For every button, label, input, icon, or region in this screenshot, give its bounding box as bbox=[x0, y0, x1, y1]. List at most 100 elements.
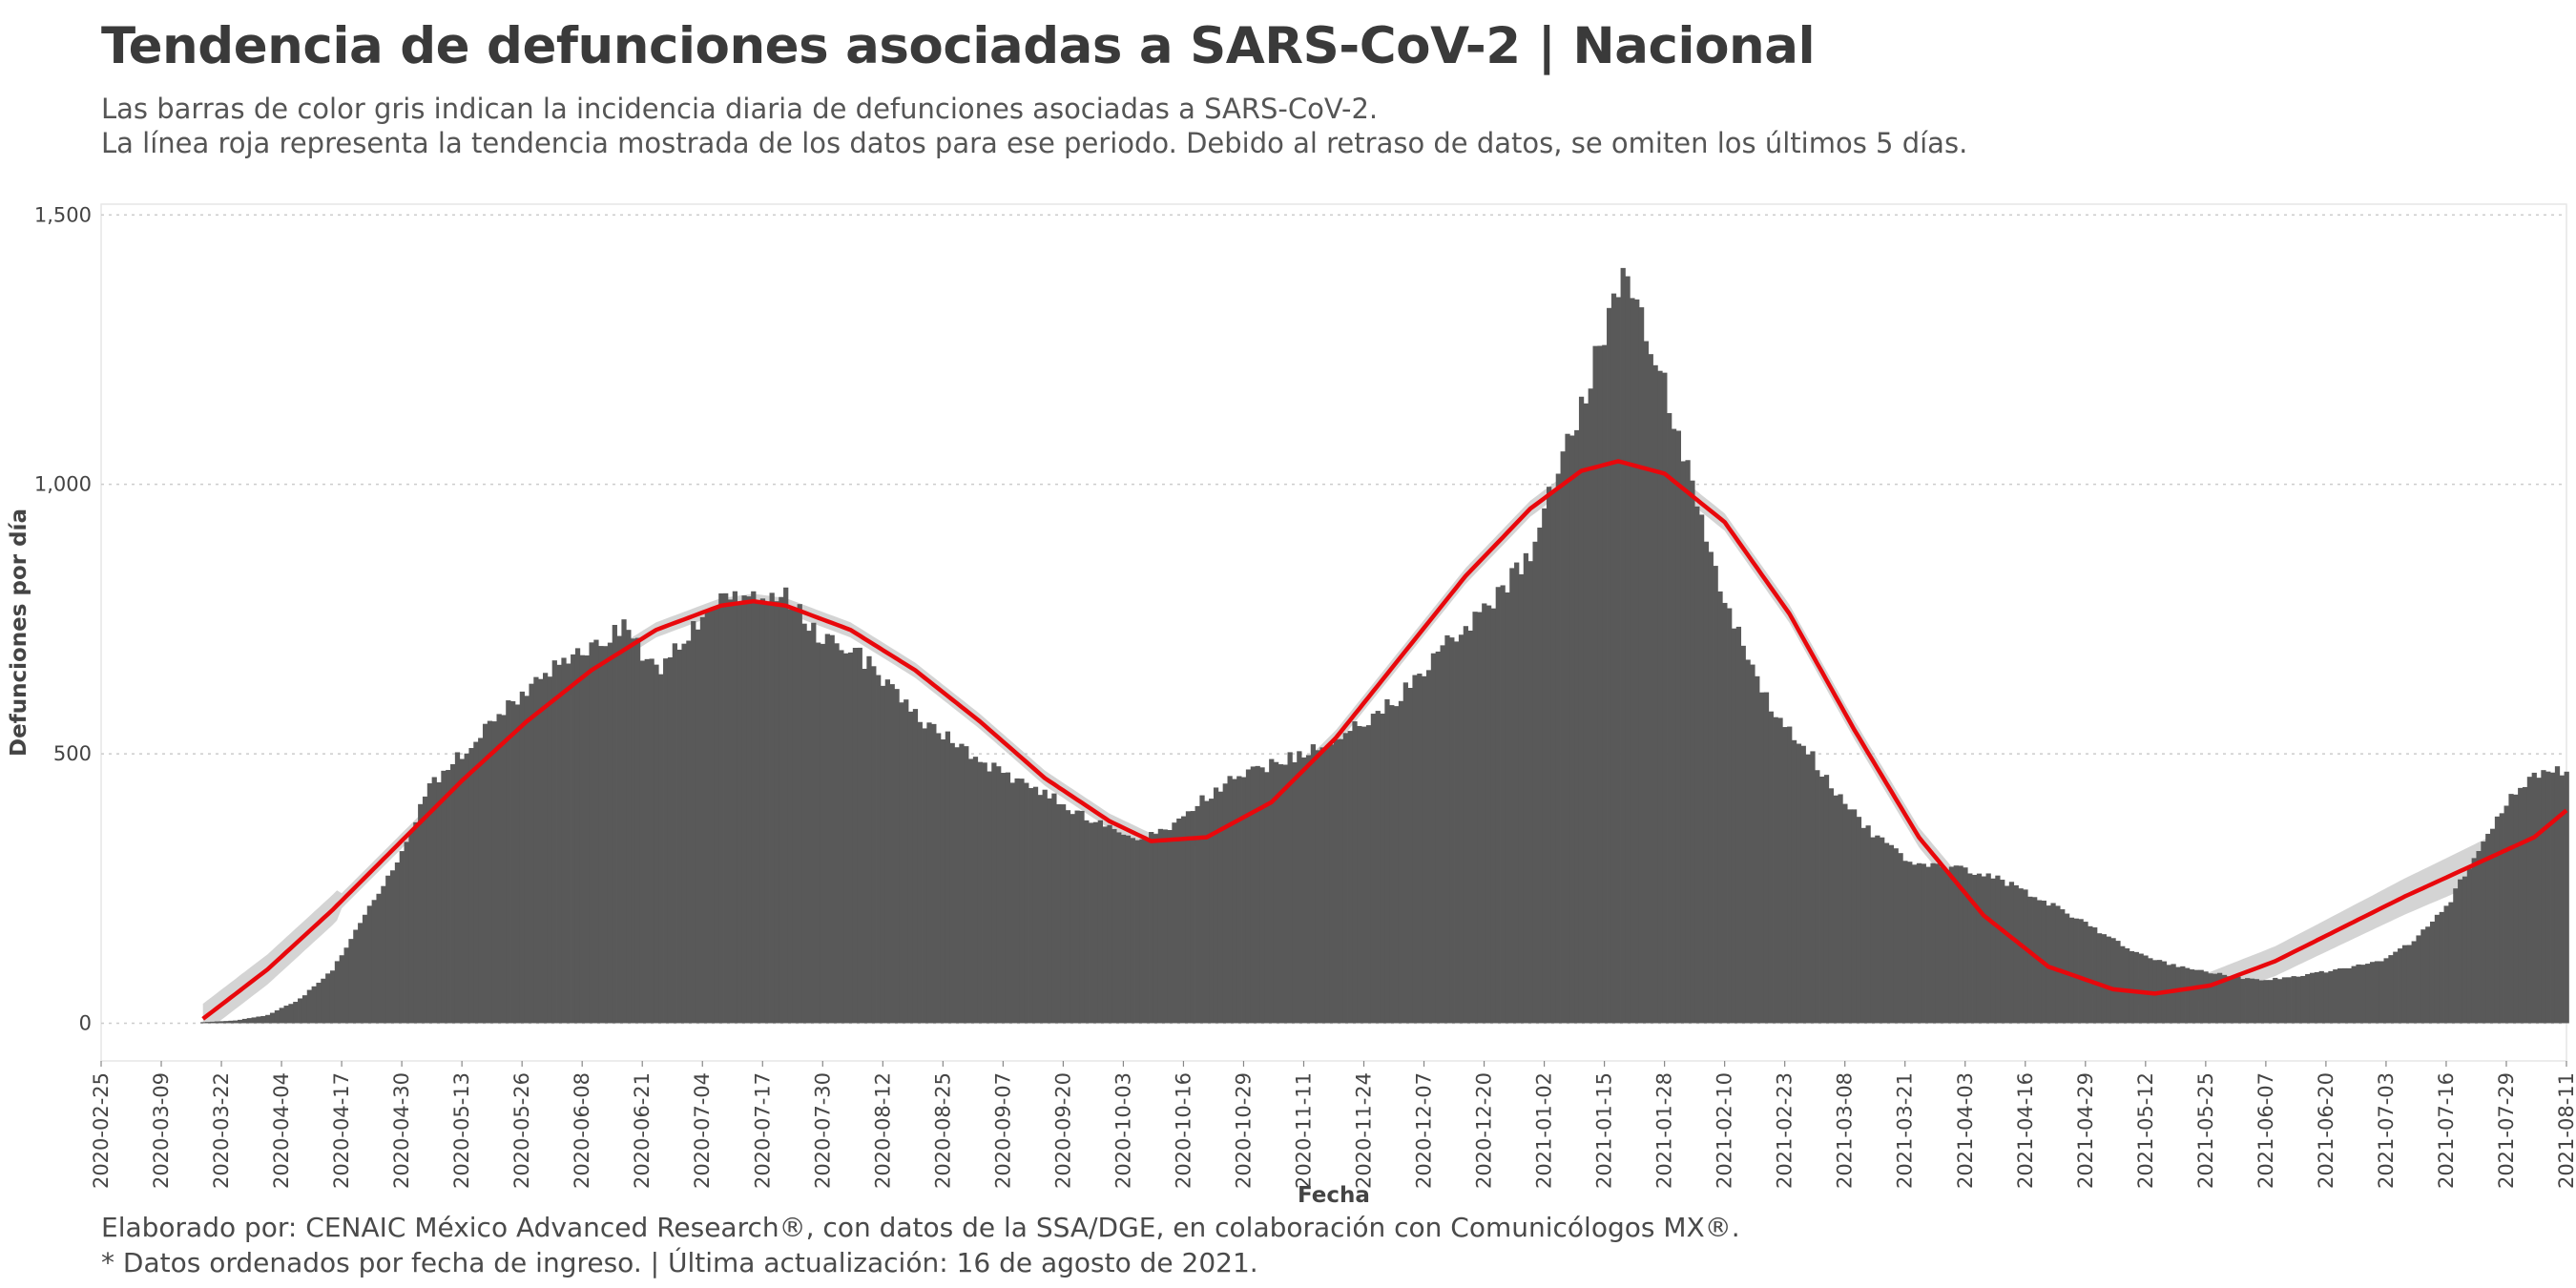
bar bbox=[1444, 634, 1450, 1024]
bar bbox=[2559, 775, 2565, 1024]
bar bbox=[945, 731, 951, 1024]
bar bbox=[293, 1002, 299, 1024]
bar bbox=[561, 657, 567, 1024]
bar bbox=[1550, 490, 1557, 1024]
bar bbox=[1435, 651, 1441, 1024]
bar bbox=[1602, 344, 1608, 1024]
bar bbox=[348, 939, 354, 1024]
bar bbox=[839, 650, 844, 1024]
bar bbox=[2490, 828, 2496, 1024]
bar bbox=[584, 654, 590, 1024]
bar bbox=[2032, 897, 2038, 1024]
bar bbox=[1301, 757, 1307, 1024]
bar bbox=[2254, 979, 2260, 1024]
bar bbox=[2309, 972, 2316, 1024]
bar bbox=[1542, 508, 1548, 1024]
bar bbox=[779, 596, 784, 1024]
bar bbox=[1518, 573, 1525, 1024]
bar bbox=[1389, 705, 1395, 1024]
bar bbox=[1727, 608, 1733, 1024]
bar bbox=[1690, 480, 1695, 1024]
bar bbox=[959, 743, 965, 1024]
bar bbox=[1735, 626, 1742, 1024]
bar bbox=[654, 664, 659, 1024]
bar bbox=[491, 721, 497, 1024]
bar bbox=[907, 711, 914, 1024]
bar bbox=[2365, 964, 2371, 1024]
bar bbox=[1422, 675, 1427, 1024]
bar bbox=[2466, 868, 2473, 1024]
bar bbox=[1417, 674, 1423, 1024]
bar bbox=[1583, 403, 1589, 1024]
bar bbox=[2333, 969, 2338, 1024]
bar bbox=[1662, 372, 1668, 1024]
bar bbox=[607, 642, 613, 1024]
bar bbox=[2420, 929, 2426, 1024]
bar bbox=[426, 783, 433, 1024]
bar bbox=[431, 777, 437, 1024]
bar bbox=[1329, 744, 1335, 1024]
bar bbox=[1745, 659, 1751, 1024]
bar bbox=[200, 1022, 206, 1024]
bar bbox=[820, 643, 826, 1024]
bar bbox=[1902, 861, 1908, 1024]
bar bbox=[2541, 770, 2546, 1024]
bar bbox=[2064, 913, 2070, 1024]
bar bbox=[1787, 726, 1793, 1024]
bar bbox=[533, 676, 539, 1024]
bar bbox=[816, 642, 821, 1024]
bar bbox=[1167, 829, 1173, 1024]
bar bbox=[2073, 918, 2079, 1024]
bar bbox=[1227, 776, 1233, 1024]
bar bbox=[218, 1021, 224, 1024]
bar bbox=[519, 691, 525, 1024]
x-tick-label: 2020-06-21 bbox=[631, 1072, 654, 1189]
bar bbox=[1485, 605, 1492, 1024]
bar bbox=[759, 598, 766, 1024]
bar bbox=[972, 757, 979, 1024]
bar bbox=[1625, 276, 1631, 1024]
bar bbox=[450, 764, 456, 1024]
bar bbox=[2235, 976, 2241, 1024]
bar bbox=[1943, 869, 1950, 1024]
x-axis-label: Fecha bbox=[1298, 1183, 1370, 1208]
bar bbox=[1134, 840, 1140, 1024]
bar bbox=[1287, 752, 1293, 1024]
bar bbox=[2092, 927, 2098, 1024]
bar bbox=[1592, 345, 1598, 1024]
x-tick-label: 2020-10-03 bbox=[1111, 1072, 1134, 1189]
bar bbox=[1028, 788, 1034, 1024]
bar bbox=[2096, 933, 2103, 1024]
bar bbox=[353, 929, 359, 1024]
bar bbox=[2180, 966, 2186, 1024]
y-axis-label: Defunciones por día bbox=[7, 509, 31, 757]
bar bbox=[2185, 967, 2191, 1024]
bar bbox=[1273, 761, 1279, 1024]
bar bbox=[904, 699, 909, 1024]
bar bbox=[2564, 771, 2569, 1024]
bar bbox=[589, 642, 594, 1024]
bar bbox=[1467, 630, 1473, 1024]
bar bbox=[2120, 945, 2126, 1024]
bar bbox=[709, 610, 715, 1024]
x-tick-label: 2020-04-04 bbox=[270, 1072, 293, 1189]
bar bbox=[1819, 777, 1825, 1024]
bar bbox=[1014, 778, 1020, 1024]
bar bbox=[2125, 947, 2130, 1024]
bar bbox=[2212, 973, 2218, 1024]
bar bbox=[2545, 771, 2551, 1024]
x-tick-label: 2020-07-17 bbox=[751, 1072, 774, 1189]
bar bbox=[1759, 692, 1765, 1024]
bar bbox=[681, 643, 687, 1024]
bar bbox=[1024, 782, 1029, 1024]
x-tick-label: 2020-05-13 bbox=[450, 1072, 473, 1189]
x-tick-label: 2020-11-24 bbox=[1353, 1072, 1376, 1189]
bar bbox=[2050, 903, 2056, 1024]
bar bbox=[2115, 941, 2121, 1024]
bar bbox=[1685, 460, 1691, 1024]
bar bbox=[797, 604, 802, 1024]
x-tick-label: 2020-05-26 bbox=[510, 1072, 533, 1189]
bar bbox=[1375, 711, 1381, 1024]
bar bbox=[1935, 863, 1941, 1024]
bar bbox=[566, 663, 571, 1024]
